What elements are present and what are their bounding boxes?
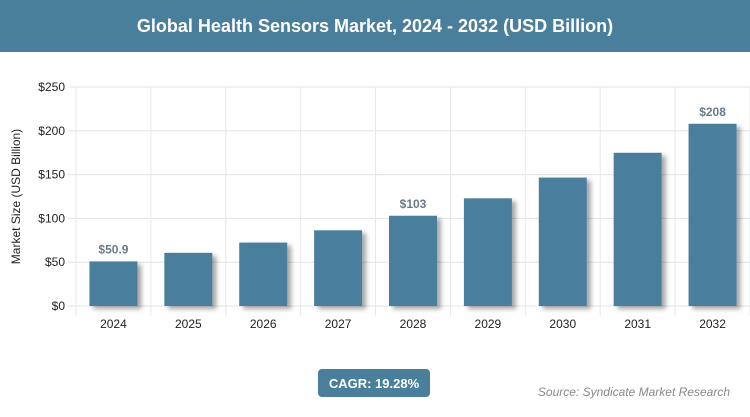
x-tick-label: 2025 [175,317,202,331]
cagr-text: CAGR: 19.28% [328,375,420,391]
x-tick-label: 2024 [100,317,127,331]
bar-2032 [688,123,737,307]
data-label-2032: $208 [699,105,726,119]
chart-title: Global Health Sensors Market, 2024 - 203… [136,15,614,36]
data-label-2028: $103 [400,197,427,211]
bar-2025 [164,252,213,306]
bar-2027 [314,230,363,306]
bar-2031 [613,152,662,306]
y-tick-label: $100 [38,211,65,225]
y-axis-label: Market Size (USD Billion) [9,129,23,264]
cagr-badge: CAGR: 19.28% [318,369,430,397]
x-tick-label: 2032 [699,317,726,331]
x-tick-label: 2027 [325,317,352,331]
y-tick-label: $150 [38,168,65,182]
x-tick-label: 2028 [400,317,427,331]
bar-2028 [389,215,437,306]
x-tick-label: 2030 [549,317,576,331]
data-label-2024: $50.9 [98,242,128,256]
x-tick-label: 2031 [624,317,651,331]
y-tick-label: $0 [52,299,66,313]
bar-2030 [538,177,587,306]
bar-2024 [89,261,138,306]
y-tick-label: $50 [45,255,65,269]
bar-2026 [239,242,288,306]
bar-2029 [463,198,512,306]
x-tick-label: 2026 [250,317,277,331]
y-tick-label: $200 [38,124,65,138]
chart-title-banner: Global Health Sensors Market, 2024 - 203… [0,0,750,52]
y-tick-label: $250 [38,80,65,94]
source-note: Source: Syndicate Market Research [537,385,730,399]
x-tick-label: 2029 [475,317,502,331]
